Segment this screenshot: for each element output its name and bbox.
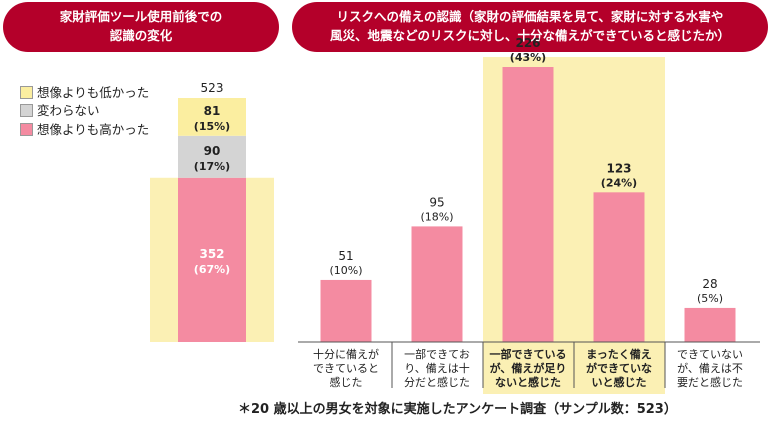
right-title-banner: リスクへの備えの認識（家財の評価結果を見て、家財に対する水害や 風災、地震などの…: [292, 2, 768, 52]
bar-category-2-line2: り、備えは十: [404, 361, 470, 375]
legend-label-higher: 想像よりも高かった: [37, 122, 150, 137]
legend-swatch-higher: [20, 123, 33, 136]
bar-category-1-line2: できていると: [313, 362, 379, 375]
bar-category-1-line3: 感じた: [330, 376, 363, 389]
bar-category-3-line3: ないと感じた: [495, 375, 561, 389]
left-title-banner: 家財評価ツール使用前後での 認識の変化: [3, 2, 279, 52]
stack-value-lower: 81: [204, 104, 221, 118]
footnote: ＊20 歳以上の男女を対象に実施したアンケート調査（サンプル数：523）: [238, 402, 677, 417]
left-title-line1: 家財評価ツール使用前後での: [59, 9, 223, 24]
bar-category-4-line2: ができていな: [586, 361, 652, 375]
bar-pct-4: (24%): [601, 176, 637, 189]
stack-segment-same: [178, 135, 246, 178]
bar-5: [684, 307, 736, 342]
stack-pct-higher: (67%): [194, 263, 230, 276]
bar-category-5-line1: できていない: [677, 348, 743, 361]
bar-pct-5: (5%): [697, 292, 723, 305]
stack-value-same: 90: [204, 144, 221, 158]
bar-category-5-line2: が、備えは不: [677, 361, 743, 375]
bar-category-2-line1: 一部できてお: [404, 347, 470, 361]
left-title-line2: 認識の変化: [109, 28, 173, 43]
bar-3: [502, 67, 554, 342]
bar-category-1-line1: 十分に備えが: [313, 347, 379, 361]
bar-value-5: 28: [702, 277, 717, 291]
stack-pct-lower: (15%): [194, 120, 230, 133]
right-title-line2: 風災、地震などのリスクに対し、十分な備えができていると感じたか）: [329, 28, 730, 43]
bar-pct-3: (43%): [510, 51, 546, 64]
bar-value-2: 95: [429, 195, 444, 209]
legend-swatch-same: [20, 104, 33, 117]
legend-item-same: 変わらない: [20, 102, 100, 120]
bar-category-4-line3: いと感じた: [592, 375, 647, 389]
bar-category-3-line1: 一部できている: [490, 347, 567, 361]
stack-pct-same: (17%): [194, 160, 230, 173]
bar-category-3-line2: が、備えが足り: [490, 361, 567, 375]
bar-4: [593, 192, 645, 342]
legend-label-lower: 想像よりも低かった: [37, 85, 150, 100]
bar-pct-1: (10%): [329, 264, 362, 277]
bar-1: [320, 279, 372, 342]
legend-item-lower: 想像よりも低かった: [20, 84, 149, 102]
stack-segment-lower: [178, 98, 246, 136]
bar-category-2-line3: 分だと感じた: [404, 376, 470, 389]
stack-value-higher: 352: [199, 247, 224, 261]
right-title-line1: リスクへの備えの認識（家財の評価結果を見て、家財に対する水害や: [336, 9, 724, 24]
legend-swatch-lower: [20, 86, 33, 99]
legend-label-same: 変わらない: [37, 103, 100, 118]
bar-value-4: 123: [606, 161, 631, 175]
bar-category-5-line3: 要だと感じた: [677, 376, 743, 389]
legend-item-higher: 想像よりも高かった: [20, 121, 149, 139]
bar-value-1: 51: [338, 249, 353, 263]
bar-category-4-line1: まったく備え: [586, 347, 652, 361]
bar-2: [411, 226, 463, 342]
stack-total-label: 523: [201, 81, 224, 95]
bar-pct-2: (18%): [420, 210, 453, 223]
bar-value-3: 226: [515, 36, 540, 50]
stack-segment-higher: [178, 177, 246, 342]
